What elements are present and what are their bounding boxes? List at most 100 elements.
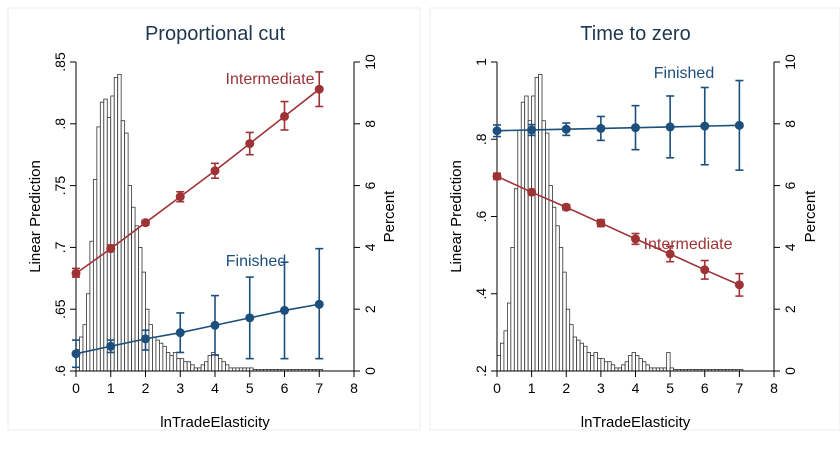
histogram-bar [603,361,609,372]
histogram-bar [642,361,647,372]
y-tick-label: .65 [52,299,68,319]
data-point [700,121,710,131]
histogram-bar [496,355,501,372]
axes: .6 .65 .7 .75 .8 .85 0 2 4 6 8 10 0 1 2 3 4 5 6 7 8 [52,52,378,396]
histogram-bar [565,308,571,372]
x-tick-label: 6 [281,380,289,396]
histogram-bar [517,129,522,372]
histogram-bar [579,342,584,372]
histogram-bar [621,364,626,372]
y2-tick-label: 0 [362,367,378,375]
histogram-bar [179,358,185,372]
histogram-bar [221,361,226,372]
y-tick-label: 1 [473,58,489,66]
series-intermediate [71,71,324,278]
y-tick-label: .75 [52,176,68,196]
histogram-bar [645,364,650,372]
histogram-bar [110,95,115,372]
histogram-bar [86,293,91,372]
histogram-bar [200,364,205,372]
x-tick-label: 2 [562,380,570,396]
data-point [314,299,324,309]
x-tick-label: 4 [211,380,219,396]
histogram-bar [610,364,616,372]
data-point [492,171,502,181]
histogram-bar [500,342,505,372]
histogram-bar [190,364,195,372]
series-line [496,175,740,286]
data-point [527,125,537,135]
histogram-bar [527,120,533,372]
x-tick-label: 3 [597,380,605,396]
histogram-bar [572,336,578,372]
histogram-bar [520,101,526,372]
series-finished [492,79,744,171]
histogram-bar [513,188,519,372]
y-tick-label: .85 [52,52,68,72]
histogram-bar [152,336,157,372]
y2-tick-label: 10 [362,54,378,70]
histogram-bar [165,352,171,372]
y2-axis-label: Percent [381,190,398,243]
histogram-bar [158,342,164,372]
x-axis-label: lnTradeElasticity [160,414,270,431]
y-tick-label: .4 [473,288,489,300]
histogram-bar [186,361,192,372]
histogram-bar [569,324,574,372]
x-tick-label: 0 [493,380,501,396]
y-tick-label: .2 [473,365,489,377]
data-point [245,139,255,149]
x-axis-label: lnTradeElasticity [581,414,691,431]
y-tick-label: .8 [473,133,489,145]
histogram-bar [82,324,87,372]
histogram-bar [552,206,557,372]
chart-title: Time to zero [580,23,690,45]
data-point [175,192,185,202]
histogram-bar [506,302,512,372]
histogram-bar [510,246,515,372]
histogram-bar [558,246,564,372]
y2-tick-label: 2 [362,305,378,313]
y2-tick-label: 10 [782,54,798,70]
x-tick-label: 5 [246,380,254,396]
histogram-bar [113,77,119,372]
histogram-bar [99,101,105,372]
x-tick-label: 6 [701,380,709,396]
histogram-bar [120,120,126,372]
data-point [141,334,150,344]
histogram-bar [96,126,101,372]
panel-time-to-zero: Time to zero Linear Prediction Percent l… [429,7,840,431]
histogram-bar [635,355,640,372]
x-tick-label: 4 [632,380,640,396]
data-point [280,305,289,315]
data-point [175,328,185,338]
histogram-bar [531,95,536,372]
y2-tick-label: 6 [782,181,798,189]
histogram-bar [666,352,671,372]
data-point [106,341,116,351]
y-tick-label: .6 [52,365,68,377]
x-tick-label: 3 [176,380,184,396]
data-point [700,265,710,275]
y2-tick-label: 8 [782,120,798,128]
data-point [561,124,571,134]
data-point [527,187,537,197]
panel-proportional-cut: Proportional cut Linear Prediction Perce… [7,7,421,431]
x-tick-label: 7 [735,380,743,396]
y2-tick-label: 4 [782,243,798,251]
histogram-bar [538,73,543,372]
series-line [75,88,320,275]
histogram-bar [590,355,595,372]
series-line [75,303,320,355]
histogram-bar [548,185,553,372]
data-point [734,280,744,290]
data-point [245,313,255,323]
histogram-bar [169,355,174,372]
histogram-bar [524,95,529,372]
data-point [665,122,675,132]
data-point [106,244,116,254]
histogram-bar [586,352,591,372]
y2-tick-label: 2 [782,305,798,313]
histogram-bar [134,225,139,372]
